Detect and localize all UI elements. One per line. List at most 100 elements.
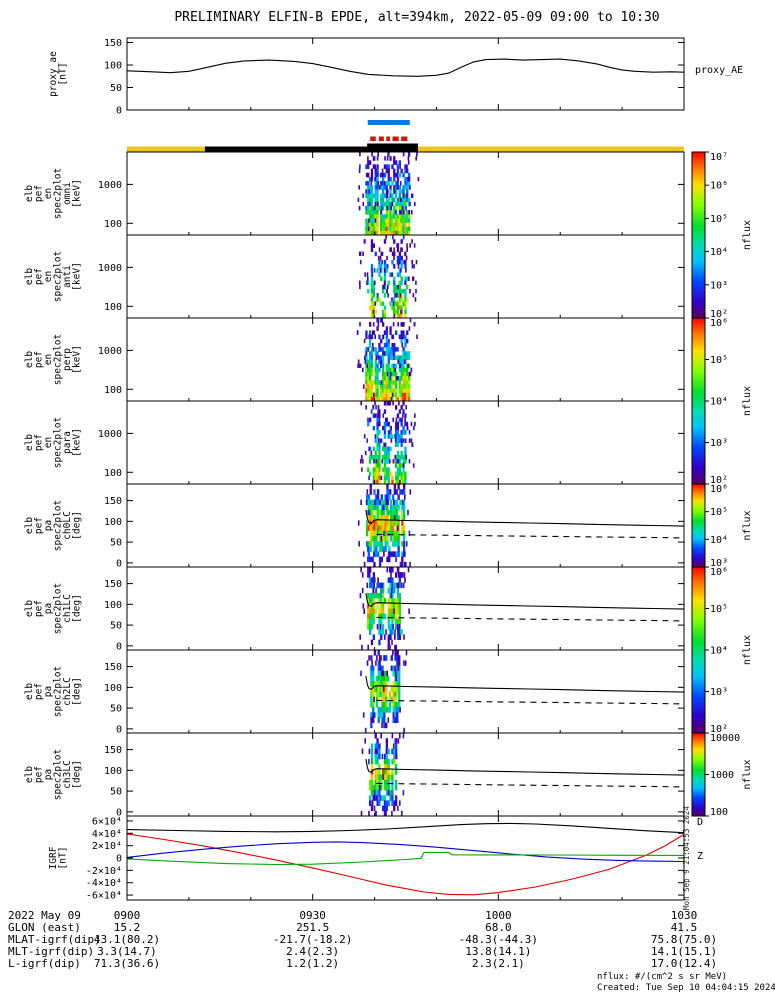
spec-cell <box>378 639 381 646</box>
spec-cell <box>395 434 398 439</box>
spec-cell <box>375 541 378 547</box>
spec-speckle <box>403 660 405 666</box>
colorbar-tick-label: 10³ <box>710 558 728 569</box>
spec-cell <box>383 313 387 319</box>
spec-cell <box>385 675 388 682</box>
spec-cell <box>370 301 374 306</box>
spec-cell <box>378 438 381 443</box>
spec-cell <box>387 181 390 186</box>
spec-cell <box>400 280 403 286</box>
spec-cell <box>382 313 385 319</box>
spec-cell <box>376 413 379 418</box>
spec-cell <box>391 598 394 604</box>
spec-cell <box>382 603 385 609</box>
spec-speckle <box>381 722 383 728</box>
spec-cell <box>369 629 372 635</box>
footer-row-value: -21.7(-18.2) <box>273 933 352 946</box>
spec-speckle <box>401 205 404 211</box>
spec-cell <box>404 376 407 381</box>
spec-cell <box>386 494 389 500</box>
y-tick-label: 150 <box>104 38 122 49</box>
spec-cell <box>376 467 379 472</box>
spec-cell <box>402 201 405 207</box>
spec-cell <box>403 530 406 537</box>
spec-cell <box>370 297 374 302</box>
spec-cell <box>396 618 400 625</box>
spec-cell <box>382 309 385 315</box>
spec-speckle <box>386 156 389 161</box>
spec-speckle <box>358 541 360 547</box>
spec-cell <box>382 520 385 526</box>
y-tick-label: 100 <box>104 766 122 777</box>
spec-cell <box>395 613 398 620</box>
spec-cell <box>388 701 392 708</box>
spec-cell <box>382 769 385 775</box>
spec-cell <box>389 222 392 228</box>
panel-axis-label-word: IGRF <box>48 846 59 869</box>
y-tick-label: 100 <box>104 385 122 396</box>
spec-cell <box>367 551 370 557</box>
spec-cell <box>385 222 388 228</box>
spec-cell <box>383 769 387 775</box>
spec-speckle <box>400 582 403 588</box>
panel-axis-label-word: spec2plot <box>53 334 64 385</box>
spec-speckle <box>409 201 411 207</box>
spec-cell <box>365 181 368 186</box>
spec-speckle <box>387 551 390 557</box>
spec-cell <box>404 293 407 298</box>
spec-speckle <box>393 189 396 194</box>
panel-axis-label-word: elb <box>24 766 35 783</box>
spec-speckle <box>401 572 404 578</box>
spec-speckle <box>414 201 416 207</box>
spec-cell <box>389 210 392 215</box>
spec-cell <box>367 494 370 500</box>
spec-cell <box>402 401 405 406</box>
spec-cell <box>382 546 385 552</box>
spec-cell <box>399 489 402 495</box>
spec-cell <box>372 717 375 723</box>
spec-cell <box>396 634 400 640</box>
spec-cell <box>376 592 379 599</box>
spec-cell <box>367 288 370 294</box>
spec-cell <box>378 463 381 468</box>
spec-cell <box>371 515 374 521</box>
spec-cell <box>397 494 400 500</box>
spec-cell <box>398 197 401 203</box>
spec-cell <box>372 193 375 199</box>
spec-speckle <box>397 525 399 531</box>
spec-cell <box>367 164 370 169</box>
spec-speckle <box>373 330 375 335</box>
spec-speckle <box>370 450 373 456</box>
spec-speckle <box>392 624 394 630</box>
spec-speckle <box>378 417 381 422</box>
spec-speckle <box>363 384 365 389</box>
spec-speckle <box>395 644 397 651</box>
y-tick-label: 1000 <box>98 429 122 440</box>
spec-cell <box>385 330 388 335</box>
panel-frame <box>126 37 685 111</box>
spec-speckle <box>365 405 367 410</box>
spec-cell <box>367 371 370 377</box>
spec-speckle <box>404 561 406 568</box>
spec-cell <box>408 384 411 389</box>
spec-cell <box>376 363 379 369</box>
spec-cell <box>374 205 377 211</box>
spec-cell <box>382 226 385 232</box>
spec-cell <box>395 301 398 306</box>
spec-speckle <box>365 351 367 356</box>
spec-speckle <box>393 499 395 505</box>
spec-speckle <box>377 181 380 186</box>
spec-speckle <box>389 567 391 573</box>
spec-cell <box>404 438 407 443</box>
spec-speckle <box>374 201 377 207</box>
spec-cell <box>385 347 388 352</box>
spec-cell <box>370 205 374 211</box>
spec-cell <box>400 367 403 373</box>
spec-speckle <box>387 717 390 723</box>
spec-cell <box>375 701 379 708</box>
spec-cell <box>404 413 407 418</box>
spec-cell <box>375 686 379 692</box>
spec-cell <box>395 218 398 223</box>
spec-cell <box>393 530 396 537</box>
spec-speckle <box>395 670 397 677</box>
